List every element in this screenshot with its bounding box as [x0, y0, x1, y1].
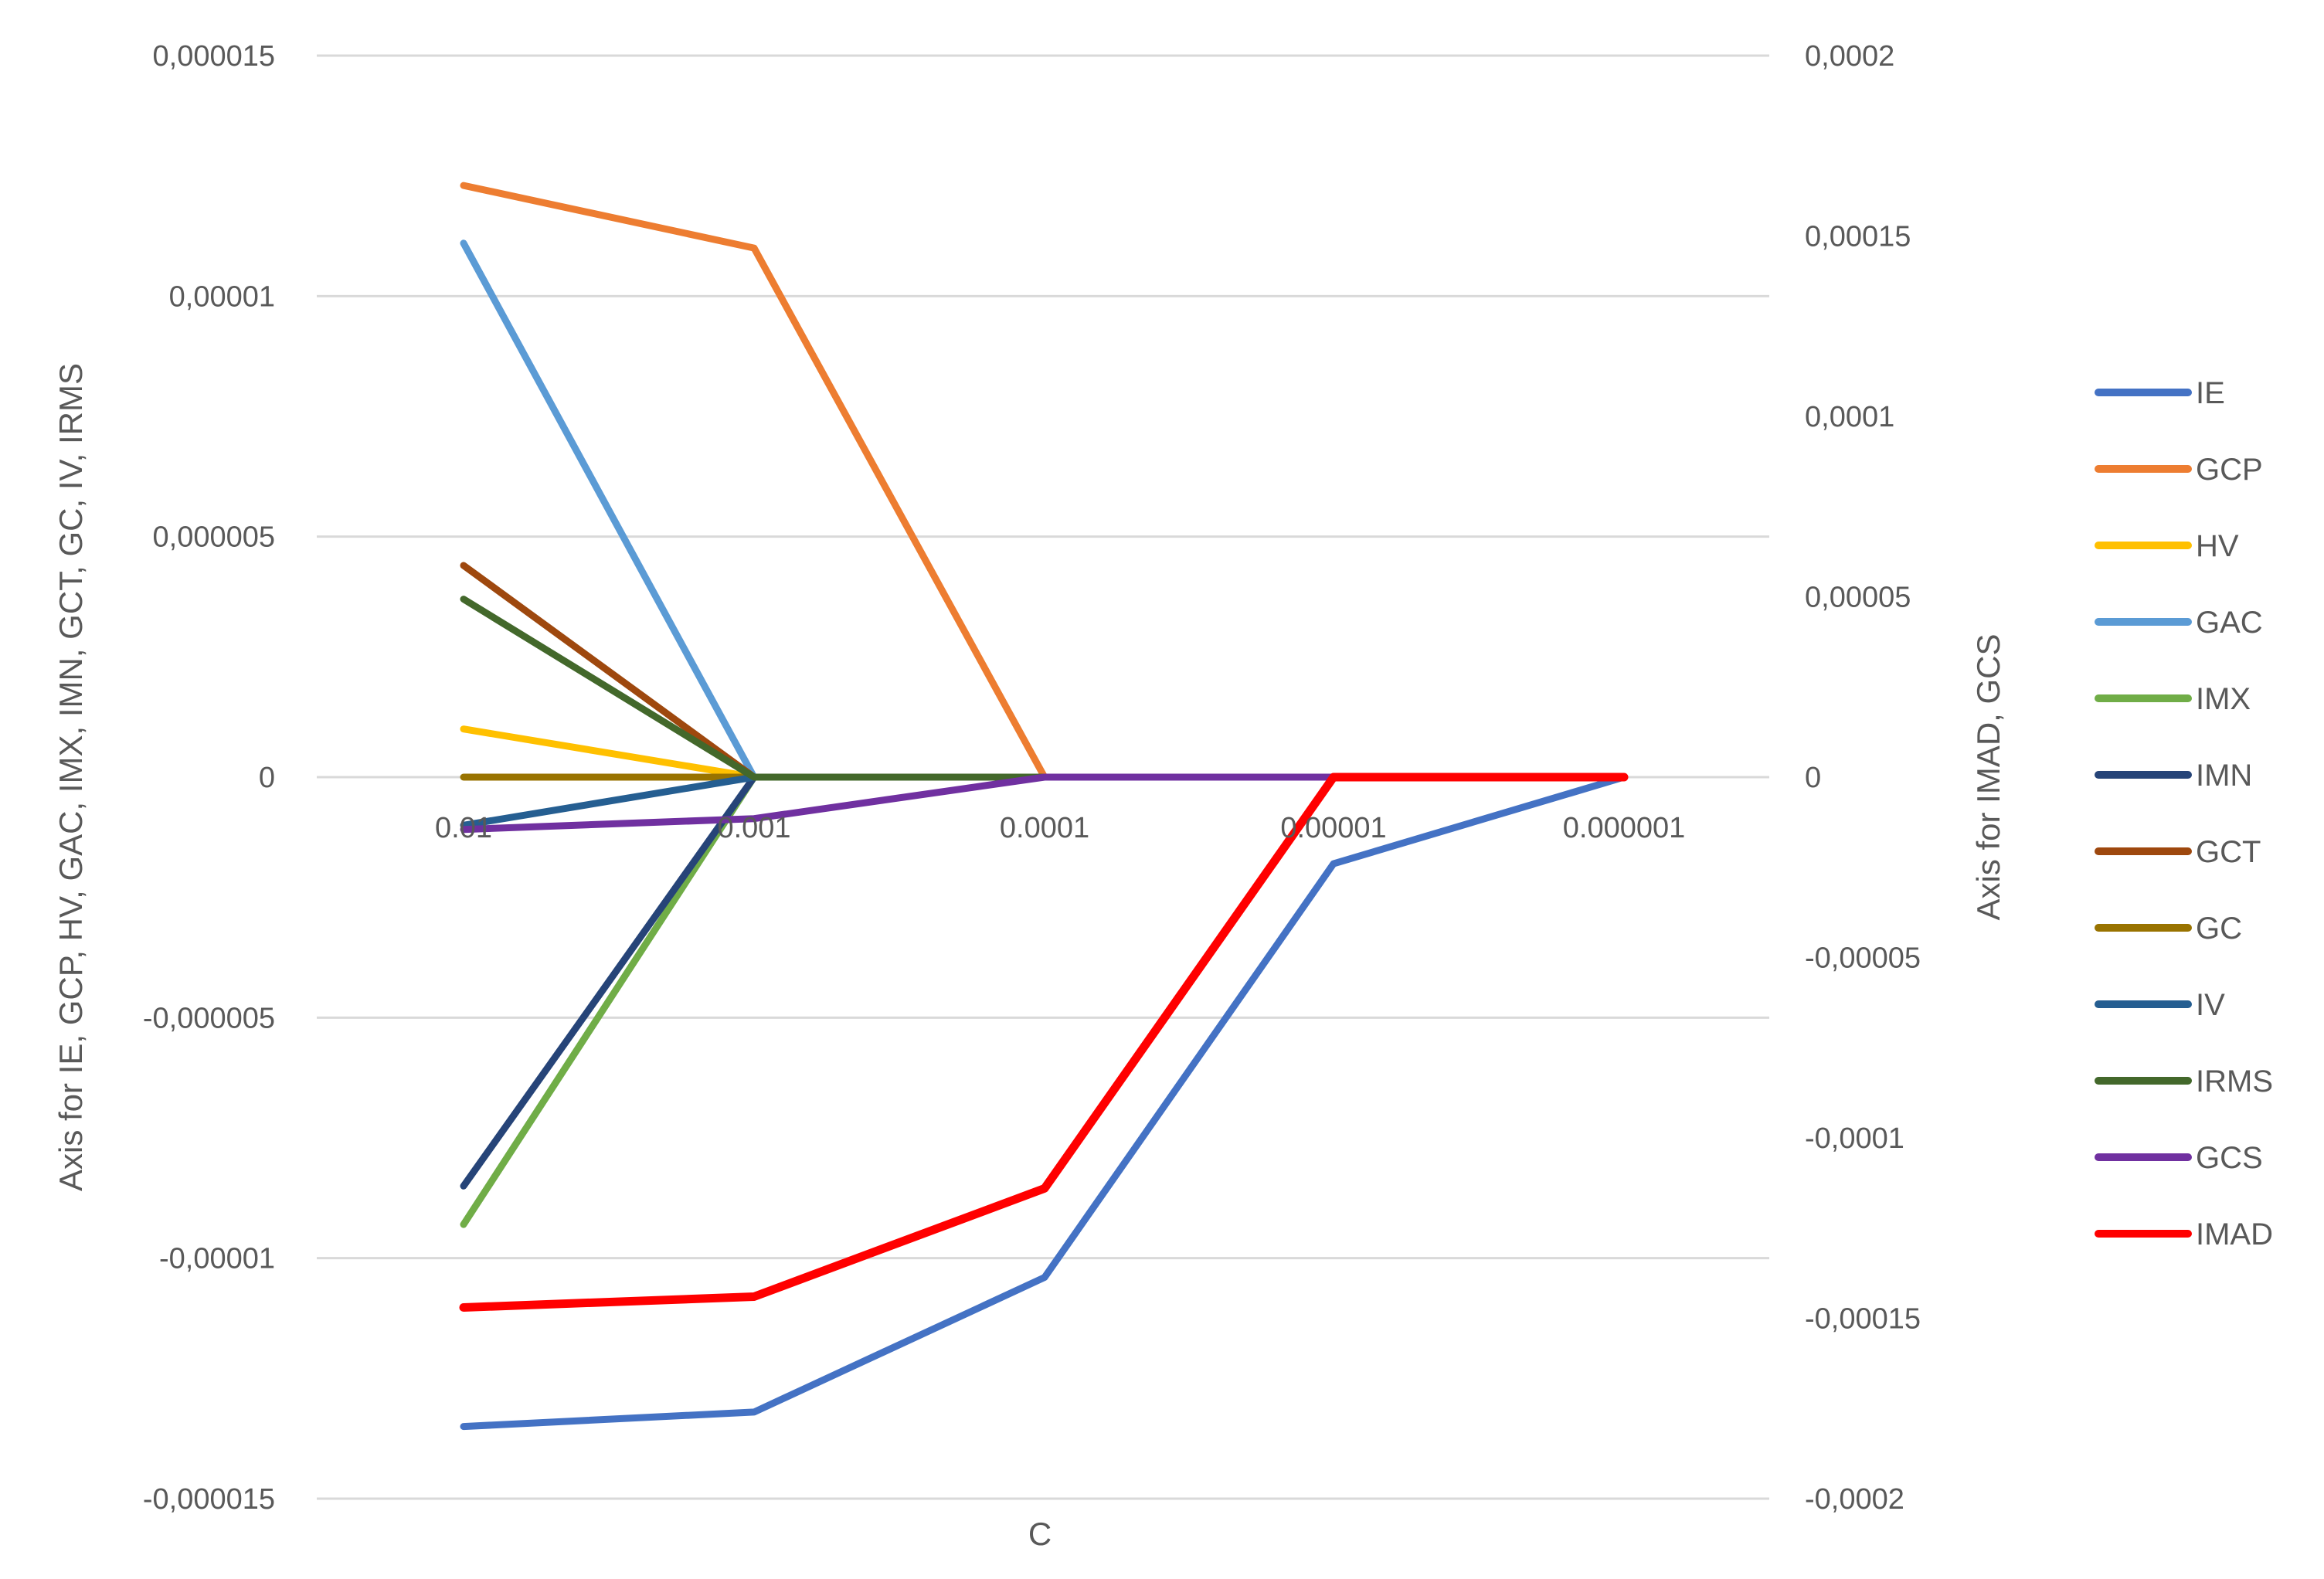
series-line-ie: [460, 773, 1628, 1431]
right-tick-label: 0,00015: [1805, 221, 1911, 253]
left-tick-label: 0,000005: [153, 521, 276, 554]
legend-label-gcs: GCS: [2196, 1141, 2263, 1175]
right-tick-label: 0,0002: [1805, 40, 1894, 73]
legend-label-gct: GCT: [2196, 835, 2261, 869]
x-tick-label: 0.00001: [1280, 812, 1386, 844]
left-tick-label: -0,000015: [143, 1483, 275, 1516]
left-tick-label: 0: [259, 762, 275, 794]
right-tick-label: -0,0001: [1805, 1122, 1904, 1155]
legend-label-imn: IMN: [2196, 759, 2252, 793]
legend-label-iv: IV: [2196, 988, 2225, 1022]
legend-label-imx: IMX: [2196, 682, 2251, 716]
y-axis-left-title: Axis for IE, GCP, HV, GAC, IMX, IMN, GCT…: [53, 363, 89, 1191]
right-tick-label: -0,0002: [1805, 1483, 1904, 1516]
series-line-imad: [459, 773, 1629, 1312]
legend-label-gac: GAC: [2196, 606, 2263, 640]
x-axis-title: C: [1028, 1516, 1052, 1552]
legend-label-irms: IRMS: [2196, 1065, 2273, 1099]
right-tick-label: -0,00005: [1805, 942, 1921, 975]
series-line-gct: [460, 562, 1628, 781]
series-lines: [459, 182, 1629, 1431]
legend-label-ie: IE: [2196, 376, 2225, 410]
right-tick-label: 0,0001: [1805, 401, 1894, 433]
left-tick-label: 0,000015: [153, 40, 276, 73]
right-tick-label: 0: [1805, 762, 1821, 794]
series-line-gac: [460, 239, 1628, 781]
legend-label-gc: GC: [2196, 912, 2242, 946]
left-tick-label: -0,00001: [159, 1243, 275, 1275]
y-axis-right-title: Axis for IMAD, GCS: [1970, 633, 2006, 920]
x-tick-label: 0.01: [435, 812, 492, 844]
legend-label-imad: IMAD: [2196, 1217, 2273, 1251]
legend-label-hv: HV: [2196, 529, 2239, 563]
right-tick-label: -0,00015: [1805, 1303, 1921, 1336]
legend: IE GCP HV GAC IMX IMN GCT GC IV IRMS GCS IMAD: [2095, 376, 2273, 1251]
right-axis-ticks: 0,0002 0,00015 0,0001 0,00005 0 -0,00005 -0,00…: [1805, 40, 1921, 1516]
x-tick-label: 0.0001: [1000, 812, 1089, 844]
left-axis-ticks: 0,000015 0,00001 0,000005 0 -0,000005 -0,0000…: [143, 40, 275, 1516]
right-tick-label: 0,00005: [1805, 582, 1911, 614]
left-tick-label: 0,00001: [169, 280, 275, 313]
left-tick-label: -0,000005: [143, 1002, 275, 1034]
x-tick-label: 0.001: [717, 812, 790, 844]
x-axis-ticks: 0.01 0.001 0.0001 0.00001 0.000001: [435, 812, 1685, 844]
x-tick-label: 0.000001: [1563, 812, 1686, 844]
legend-label-gcp: GCP: [2196, 453, 2263, 487]
